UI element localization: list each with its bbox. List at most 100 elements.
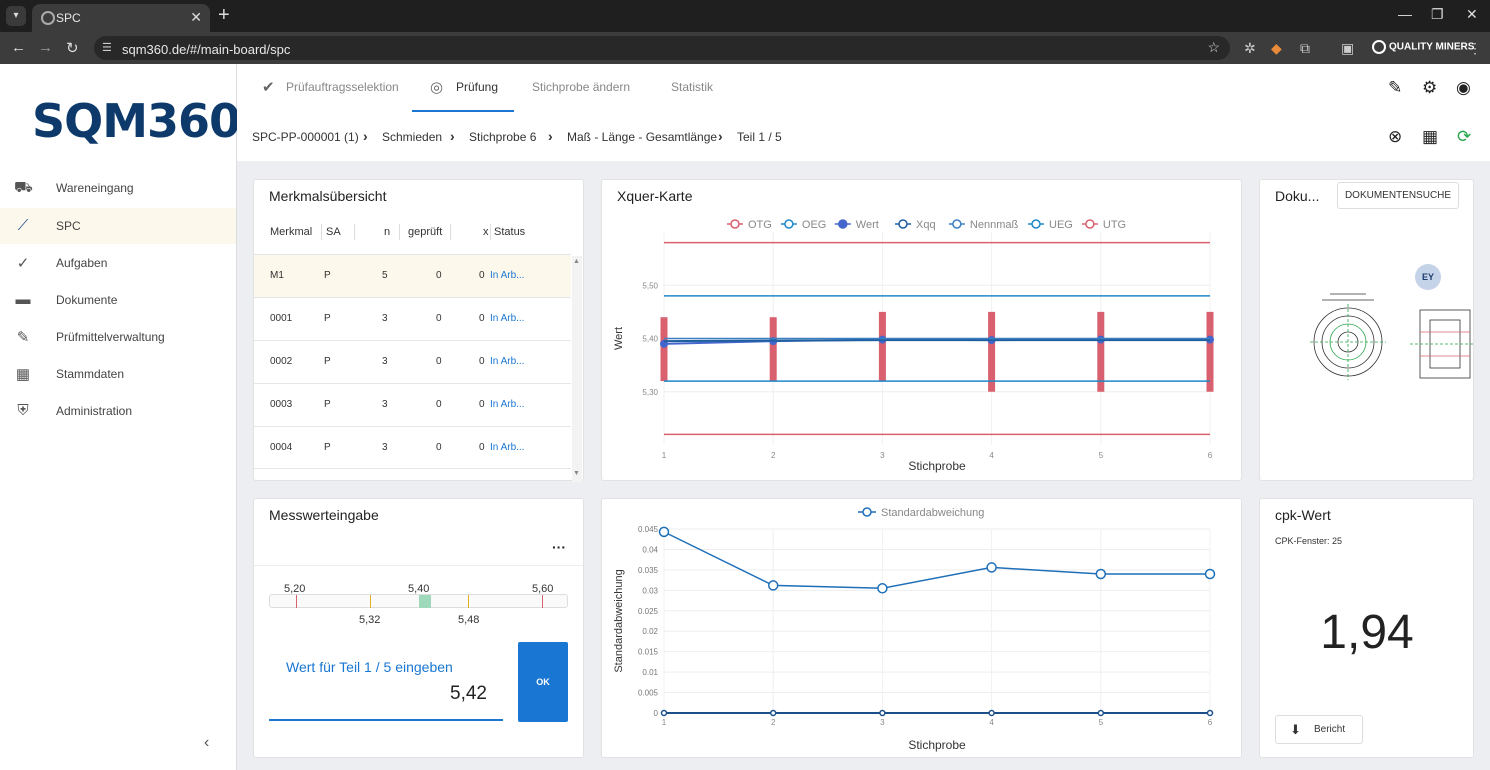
table-cell: 0	[436, 399, 442, 410]
table-cell: 0	[436, 356, 442, 367]
sidebar-item-wareneingang[interactable]: ⛟ Wareneingang	[0, 170, 236, 206]
legend-marker	[898, 219, 908, 229]
sidebar-item-dokumente[interactable]: ▬ Dokumente	[0, 282, 236, 318]
table-row[interactable]: 0004 P 3 0 0 In Arb...	[254, 426, 571, 469]
quality-miners-extension[interactable]: QUALITY MINERS	[1372, 40, 1474, 54]
column-header[interactable]: n	[384, 226, 391, 238]
breadcrumb-item[interactable]: Maß - Länge - Gesamtlänge	[567, 130, 718, 144]
x-tick-label: 4	[989, 718, 994, 727]
legend-marker	[952, 219, 962, 229]
collapse-sidebar-icon[interactable]: ‹	[204, 734, 210, 751]
status-link[interactable]: In Arb...	[490, 442, 525, 453]
column-header[interactable]: x	[483, 226, 489, 238]
tab-stichprobe-aendern[interactable]: Stichprobe ändern	[532, 64, 652, 112]
sidebar-item-spc[interactable]: ⟋ SPC	[0, 208, 236, 244]
extensions-puzzle-icon[interactable]: ⧉	[1300, 40, 1310, 56]
back-icon[interactable]: ←	[11, 39, 26, 56]
sidebar-item-stammdaten[interactable]: ▦ Stammdaten	[0, 356, 236, 392]
data-point	[988, 709, 995, 717]
minimize-icon[interactable]: —	[1398, 6, 1412, 22]
tab-statistik[interactable]: Statistik	[671, 64, 731, 112]
site-info-icon[interactable]: ☰	[102, 42, 112, 54]
sidebar-item-aufgaben[interactable]: ✓ Aufgaben	[0, 245, 236, 281]
breadcrumb-item[interactable]: Stichprobe 6	[469, 130, 537, 144]
table-cell: 3	[382, 399, 388, 410]
more-options-icon[interactable]: ···	[552, 539, 566, 555]
gear-icon[interactable]: ⚙	[1422, 78, 1438, 97]
avatar[interactable]: EY	[1415, 264, 1441, 290]
edit-pencil-icon[interactable]: ✎	[1388, 78, 1403, 97]
y-tick-label: 0.005	[638, 689, 659, 698]
x-tick-label: 3	[880, 451, 885, 460]
sync-icon[interactable]: ⟳	[1457, 127, 1472, 146]
data-point	[660, 709, 668, 717]
table-cell: 0003	[270, 399, 293, 410]
data-point	[1097, 709, 1105, 717]
legend-item: UEG	[1028, 219, 1073, 231]
tab-pruefauftragsselektion[interactable]: ✔ Prüfauftragsselektion	[262, 64, 412, 112]
sidepanel-icon[interactable]: ▣	[1341, 40, 1355, 56]
bookmark-star-icon[interactable]: ☆	[1207, 39, 1220, 55]
maximize-icon[interactable]: ❐	[1431, 6, 1444, 22]
active-tab-indicator	[412, 110, 514, 112]
table-row[interactable]: 0002 P 3 0 0 In Arb...	[254, 340, 571, 383]
account-icon[interactable]: ◉	[1456, 78, 1471, 97]
breadcrumb-item[interactable]: Schmieden	[382, 130, 443, 144]
value-input[interactable]: 5,42	[450, 683, 487, 704]
scroll-up-icon[interactable]: ▲	[573, 258, 580, 265]
column-header[interactable]: Merkmal	[270, 226, 313, 238]
x-tick-label: 6	[1208, 718, 1213, 727]
browser-tab[interactable]: SPC ✕	[32, 4, 210, 32]
tab-search-icon[interactable]: ▾	[6, 6, 26, 26]
table-row[interactable]: M1 P 5 0 0 In Arb...	[254, 254, 571, 297]
bericht-button[interactable]: ⬇ Bericht	[1275, 715, 1363, 744]
technical-drawing-icon[interactable]	[1260, 280, 1473, 420]
status-link[interactable]: In Arb...	[490, 313, 525, 324]
column-header[interactable]: SA	[326, 226, 341, 238]
qr-code-icon[interactable]: ▦	[1422, 127, 1439, 146]
table-scrollbar[interactable]: ▲ ▼	[572, 256, 582, 482]
status-link[interactable]: In Arb...	[490, 356, 525, 367]
table-row[interactable]: 0003 P 3 0 0 In Arb...	[254, 383, 571, 426]
column-divider	[321, 224, 322, 240]
new-tab-icon[interactable]: +	[218, 4, 230, 26]
browser-menu-icon[interactable]: ⋮	[1468, 40, 1482, 56]
close-tab-icon[interactable]: ✕	[190, 9, 202, 25]
tab-title: SPC	[56, 11, 81, 25]
trend-icon: ⟋	[17, 217, 29, 234]
sidebar-item-administration[interactable]: ⛨ Administration	[0, 393, 236, 429]
breadcrumb-item[interactable]: Teil 1 / 5	[737, 130, 782, 144]
reload-icon[interactable]: ↻	[66, 40, 79, 57]
table-cell: 3	[382, 356, 388, 367]
x-tick-label: 3	[880, 718, 885, 727]
card-title: Doku...	[1275, 188, 1320, 204]
extension-fox-icon[interactable]: ◆	[1271, 40, 1282, 56]
range-bar	[769, 317, 777, 382]
breadcrumb-item[interactable]: SPC-PP-000001 (1)	[252, 130, 359, 144]
extension-bug-icon[interactable]: ✲	[1244, 40, 1256, 56]
tab-pruefung[interactable]: ◎ Prüfung	[430, 64, 520, 112]
messwert-card: Messwerteingabe ··· 5,20 5,40 5,60 5,32 …	[253, 498, 584, 758]
sidebar-item-pruefmittelverwaltung[interactable]: ✎ Prüfmittelverwaltung	[0, 319, 236, 355]
status-link[interactable]: In Arb...	[490, 399, 525, 410]
gauge-tick-warning-low	[370, 595, 371, 608]
ok-button[interactable]: OK	[518, 642, 568, 722]
y-tick-label: 0	[654, 709, 659, 718]
sidebar-item-label: Administration	[56, 404, 133, 418]
legend-label: Wert	[856, 219, 879, 231]
status-link[interactable]: In Arb...	[490, 270, 525, 281]
legend-label: UTG	[1103, 219, 1126, 231]
column-header[interactable]: Status	[494, 226, 526, 238]
dokumentensuche-button[interactable]: DOKUMENTENSUCHE	[1337, 182, 1459, 209]
url-input[interactable]: ☰ sqm360.de/#/main-board/spc ☆	[94, 36, 1230, 60]
cpk-value: 1,94	[1320, 606, 1414, 659]
close-window-icon[interactable]: ✕	[1466, 6, 1478, 22]
logo: SQM360	[32, 94, 241, 148]
close-circle-icon[interactable]: ⊗	[1388, 127, 1403, 146]
scroll-down-icon[interactable]: ▼	[573, 470, 580, 477]
column-header[interactable]: geprüft	[408, 226, 443, 238]
table-row[interactable]: 0001 P 3 0 0 In Arb...	[254, 297, 571, 340]
x-tick-label: 1	[662, 718, 667, 727]
legend-label: Xqq	[916, 219, 936, 231]
forward-icon[interactable]: →	[38, 39, 53, 56]
